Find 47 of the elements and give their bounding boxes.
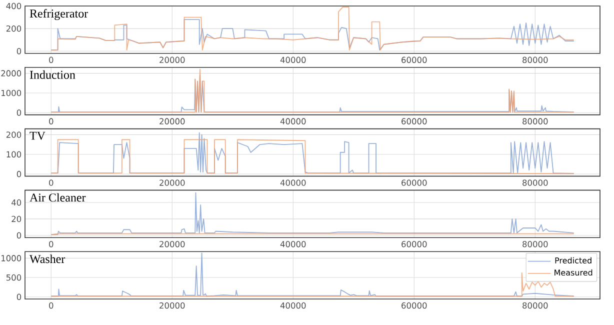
chart-title: TV [30, 132, 46, 140]
x-tick-label: 0 [49, 56, 54, 64]
legend-label: Measured [554, 269, 592, 276]
y-tick-label: 2000 [1, 70, 22, 76]
x-tick-label: 20000 [160, 180, 185, 186]
y-tick-label: 500 [6, 274, 22, 281]
y-tick-label: 1000 [1, 90, 22, 96]
x-tick-label: 80000 [522, 56, 548, 64]
x-tick-label: 80000 [522, 240, 548, 248]
x-tick-label: 60000 [402, 302, 427, 309]
chart-title: Induction [30, 70, 76, 79]
y-tick-label: 200 [6, 132, 22, 138]
y-tick-label: 20 [12, 216, 22, 222]
x-tick-label: 20000 [160, 56, 185, 64]
x-tick-label: 60000 [402, 118, 427, 124]
chart-title: Air Cleaner [30, 193, 86, 202]
chart-title: Washer [30, 254, 66, 264]
x-tick-label: 40000 [280, 240, 306, 248]
x-tick-label: 80000 [522, 302, 548, 309]
y-tick-label: 0 [16, 232, 22, 239]
x-tick-label: 0 [49, 240, 54, 248]
x-tick-label: 60000 [402, 180, 427, 186]
x-tick-label: 20000 [160, 302, 185, 309]
x-tick-label: 60000 [402, 56, 427, 64]
y-tick-label: 0 [16, 48, 22, 54]
y-tick-label: 0 [16, 110, 22, 116]
y-tick-label: 200 [6, 25, 22, 32]
chart-title: Refrigerator [30, 9, 88, 20]
x-tick-label: 0 [49, 118, 54, 124]
x-tick-label: 40000 [280, 180, 306, 186]
y-tick-label: 400 [6, 2, 22, 10]
x-tick-label: 20000 [160, 240, 185, 248]
x-tick-label: 80000 [522, 118, 548, 124]
x-tick-label: 60000 [402, 240, 427, 248]
x-tick-label: 0 [49, 180, 54, 186]
x-tick-label: 80000 [522, 180, 548, 186]
legend-label: Predicted [555, 257, 592, 264]
y-tick-label: 40 [12, 199, 22, 206]
y-tick-label: 1000 [1, 255, 22, 262]
x-tick-label: 20000 [160, 118, 185, 124]
y-tick-label: 0 [16, 294, 22, 300]
x-tick-label: 40000 [280, 302, 306, 309]
y-tick-label: 100 [6, 151, 22, 158]
x-tick-label: 40000 [280, 56, 306, 64]
x-tick-label: 0 [49, 302, 54, 309]
x-tick-label: 40000 [280, 118, 306, 124]
y-tick-label: 0 [16, 170, 22, 178]
